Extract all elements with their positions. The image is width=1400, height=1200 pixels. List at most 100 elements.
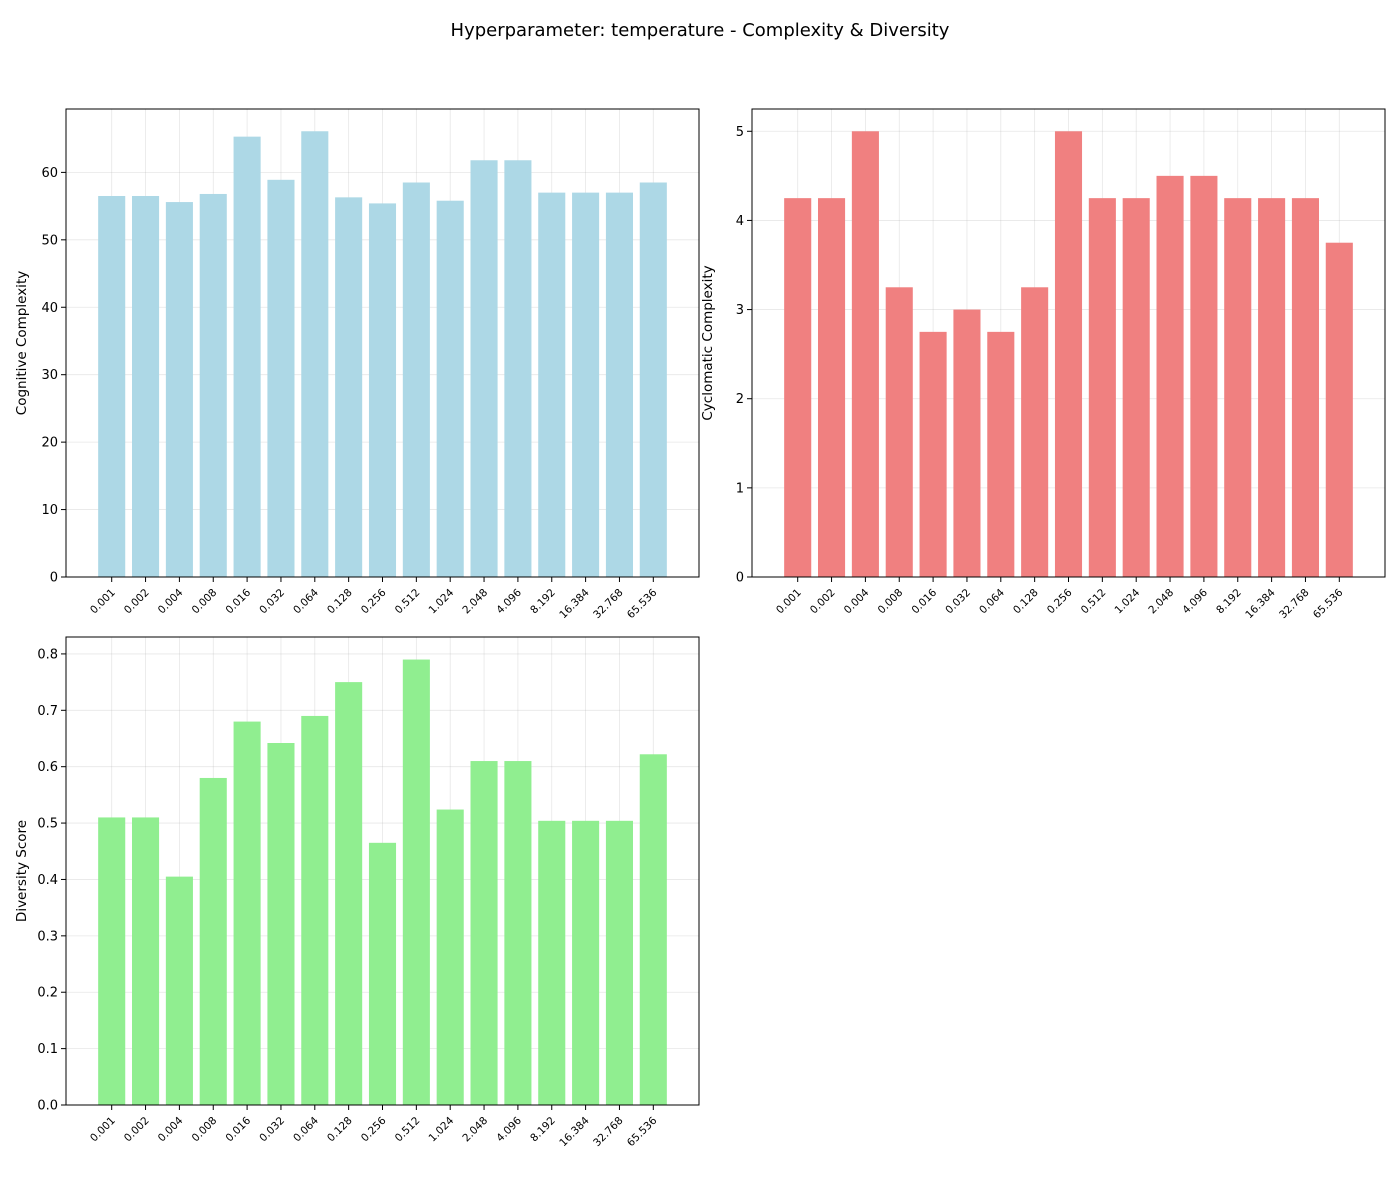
x-tick-label: 16.384 [1243,586,1278,621]
x-tick-label: 0.128 [1011,587,1041,617]
x-tick-label: 16.384 [557,586,592,621]
bar-32.768 [1291,198,1319,577]
y-tick-label: 30 [41,368,58,383]
figure-title: Hyperparameter: temperature - Complexity… [450,20,950,41]
x-tick-label: 1.024 [427,586,457,616]
bar-2.048 [1156,175,1184,577]
bar-0.008 [199,193,227,577]
y-tick-label: 40 [41,301,58,316]
y-tick-label: 0.6 [37,760,58,775]
x-tick-label: 1.024 [1113,586,1143,616]
x-tick-label: 0.004 [842,586,872,616]
x-tick-label: 0.008 [190,587,220,617]
y-tick-label: 0 [50,571,58,586]
chart-panel-3: 0.00.10.20.30.40.50.60.70.80.001 0.002 0.0… [14,636,700,1149]
bar-4.096 [504,761,532,1105]
bar-0.256 [368,842,397,1105]
bar-65.536 [639,182,667,577]
x-tick-label: 8.192 [528,1115,558,1145]
x-tick-label: 0.256 [359,586,389,616]
x-tick-label: 65.536 [625,586,660,621]
bar-65.536 [639,754,667,1105]
bar-0.008 [885,287,913,577]
bar-8.192 [538,820,566,1105]
x-tick-label: 0.002 [122,1115,152,1145]
bar-2.048 [470,761,498,1105]
y-tick-label: 0.8 [37,647,58,662]
y-axis-label: Cyclomatic Complexity [700,265,716,420]
y-tick-label: 0.2 [37,986,58,1001]
bar-16.384 [572,192,600,577]
bar-0.128 [1021,287,1049,577]
x-tick-label: 0.512 [393,587,423,617]
bar-0.002 [132,817,160,1105]
x-tick-label: 0.004 [156,586,186,616]
x-tick-label: 0.008 [876,587,906,617]
bar-0.256 [368,203,397,577]
x-tick-label: 0.512 [1079,587,1109,617]
y-tick-label: 50 [41,233,58,248]
y-tick-label: 5 [736,125,744,140]
x-tick-label: 4.096 [494,1114,524,1144]
x-tick-label: 0.256 [359,1114,389,1144]
x-tick-label: 4.096 [494,586,524,616]
bar-0.008 [199,777,227,1105]
bar-16.384 [1258,198,1286,577]
bar-4.096 [1190,175,1218,577]
bar-0.256 [1054,131,1083,578]
y-tick-label: 0 [736,571,744,586]
bar-1.024 [436,809,464,1105]
bar-0.128 [335,682,363,1105]
bar-0.001 [98,195,126,578]
chart-panel-2: 0 1 2 3 4 5 0.001 0.002 0.004 0.008 0.016 0.032 0.06… [700,108,1386,621]
x-tick-label: 2.048 [1146,587,1176,617]
bar-4.096 [504,160,532,577]
bar-0.064 [987,331,1015,577]
bar-0.512 [1088,198,1116,577]
y-tick-label: 2 [736,392,744,407]
bar-8.192 [538,192,566,577]
bar-0.512 [402,659,430,1105]
x-tick-label: 32.768 [1277,587,1311,621]
bar-0.004 [165,202,193,577]
x-tick-label: 2.048 [460,587,490,617]
y-tick-label: 1 [736,481,744,496]
bar-0.001 [784,198,812,577]
x-tick-label: 0.001 [774,587,804,617]
bar-0.128 [335,197,363,577]
bar-8.192 [1224,198,1252,577]
y-tick-label: 0.4 [37,873,58,888]
x-tick-label: 0.002 [808,587,838,617]
x-tick-label: 65.536 [1311,586,1346,621]
x-tick-label: 0.512 [393,1115,423,1145]
x-tick-label: 65.536 [625,1114,660,1149]
bar-32.768 [605,820,633,1105]
y-tick-label: 0.3 [37,929,58,944]
x-tick-label: 8.192 [1214,587,1244,617]
bar-0.004 [165,876,193,1105]
x-tick-label: 8.192 [528,587,558,617]
x-tick-label: 0.064 [291,1114,321,1144]
y-tick-label: 10 [41,503,58,518]
x-tick-label: 0.001 [88,587,118,617]
x-tick-label: 0.004 [156,1114,186,1144]
bar-0.032 [267,179,295,577]
bar-0.002 [818,198,846,577]
x-tick-label: 0.016 [909,586,939,616]
x-tick-label: 0.016 [223,586,253,616]
x-tick-label: 1.024 [427,1114,457,1144]
y-tick-label: 0.5 [37,817,58,832]
y-axis-label: Diversity Score [14,820,30,922]
x-tick-label: 2.048 [460,1115,490,1145]
x-tick-label: 0.064 [291,586,321,616]
bar-0.002 [132,195,160,578]
x-tick-label: 0.001 [88,1115,118,1145]
bar-0.512 [402,182,430,577]
y-tick-label: 20 [41,436,58,451]
bar-0.004 [851,131,879,578]
y-tick-label: 60 [41,166,58,181]
bar-0.001 [98,817,126,1105]
bar-0.064 [301,715,329,1105]
